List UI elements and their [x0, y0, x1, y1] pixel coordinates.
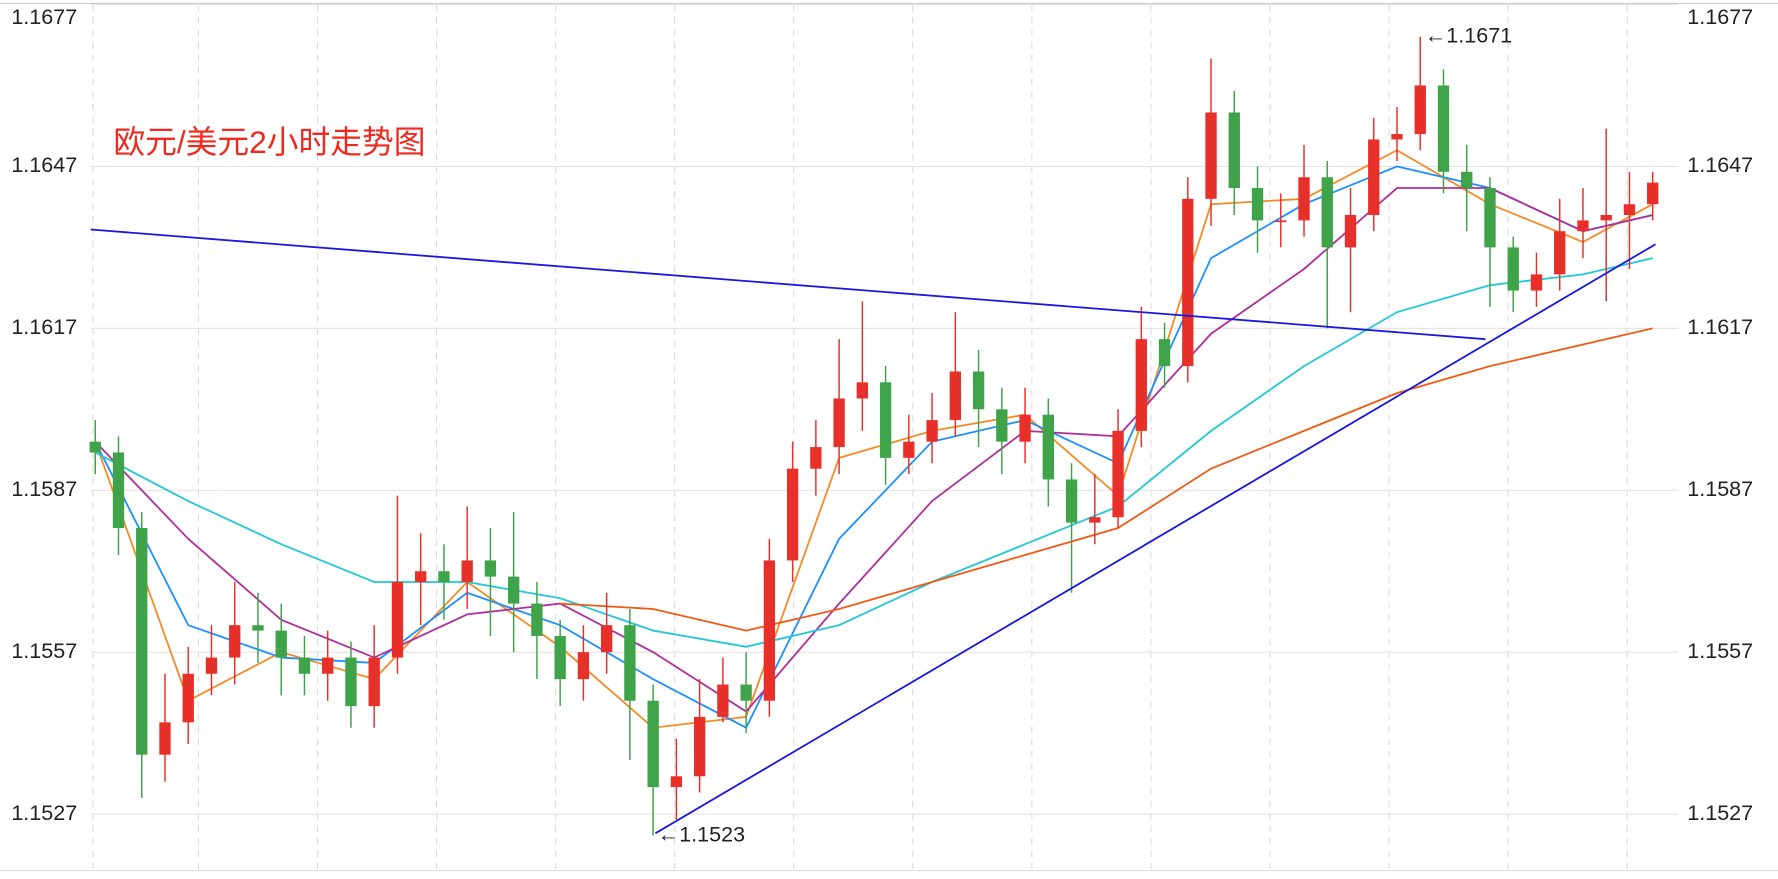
- vertical-grid: [92, 4, 1628, 871]
- candle-body: [1577, 220, 1589, 232]
- candle-body: [624, 625, 636, 701]
- moving-average-line: [94, 257, 1653, 648]
- candle-body: [810, 447, 822, 469]
- candle-body: [229, 625, 241, 658]
- y-tick-label: 1.1617: [11, 315, 77, 339]
- y-tick-label: 1.1527: [11, 801, 77, 825]
- candle-body: [1042, 414, 1054, 480]
- candle-body: [879, 382, 892, 458]
- candle-body: [1600, 215, 1612, 221]
- candle-body: [345, 657, 357, 707]
- candle-body: [322, 657, 334, 674]
- candle-body: [577, 652, 590, 680]
- candle-body: [159, 722, 171, 755]
- candle-body: [1182, 198, 1194, 367]
- labels: 1.1677 1.1677 1.1647 1.1647 1.1617 1.1617 1.15…: [11, 5, 1753, 847]
- candle-body: [1484, 188, 1496, 248]
- candle-body: [996, 409, 1008, 442]
- candle-body: [1344, 215, 1357, 248]
- candle-body: [89, 441, 101, 453]
- y2-tick-label: 1.1677: [1687, 5, 1753, 29]
- candle-body: [484, 560, 497, 577]
- y2-tick-label: 1.1557: [1687, 639, 1753, 663]
- candle-body: [112, 452, 125, 529]
- candle-body: [1275, 220, 1287, 223]
- candle-body: [926, 420, 938, 442]
- candle-body: [1507, 247, 1519, 291]
- candle-body: [1089, 517, 1101, 523]
- chart-title: 欧元/美元2小时走势图: [113, 124, 425, 160]
- candle-body: [903, 441, 915, 458]
- candle-body: [531, 603, 543, 636]
- candle-body: [136, 528, 148, 755]
- candle-body: [670, 776, 683, 788]
- candle-body: [508, 576, 520, 604]
- candle-body: [1065, 479, 1078, 523]
- candle-body: [252, 625, 264, 631]
- moving-average-line: [94, 149, 1654, 729]
- candle-body: [1414, 85, 1426, 135]
- candle-body: [972, 371, 985, 410]
- candle-body: [1461, 171, 1473, 189]
- candle-body: [763, 560, 776, 701]
- annotation: ←1.1523: [658, 822, 745, 846]
- candle-body: [1554, 231, 1566, 275]
- candle-body: [438, 571, 450, 583]
- candle-body: [554, 635, 566, 680]
- moving-average-line: [94, 187, 1653, 713]
- candle-body: [1437, 85, 1450, 172]
- candle-body: [1623, 204, 1636, 216]
- candle-body: [368, 657, 380, 707]
- candle-body: [298, 657, 311, 674]
- y2-tick-label: 1.1527: [1687, 801, 1753, 825]
- candle-body: [1530, 274, 1543, 291]
- candle-body: [1135, 339, 1147, 431]
- y-tick-label: 1.1647: [11, 153, 77, 177]
- moving-averages: [94, 149, 1654, 729]
- candle-body: [1391, 134, 1403, 140]
- moving-average-line: [94, 165, 1653, 729]
- candle-body: [1298, 177, 1310, 221]
- annotation: ←1.1671: [1425, 24, 1512, 48]
- candle-body: [275, 630, 287, 658]
- candles: [89, 36, 1659, 836]
- candle-body: [1321, 177, 1333, 248]
- y2-tick-label: 1.1617: [1687, 315, 1753, 339]
- candle-body: [600, 625, 613, 653]
- candle-body: [856, 382, 869, 399]
- candle-body: [1205, 112, 1217, 199]
- candle-body: [391, 582, 404, 658]
- candle-body: [1228, 112, 1240, 189]
- candle-body: [182, 673, 194, 723]
- candle-body: [1368, 139, 1380, 216]
- trend-line: [90, 228, 1486, 341]
- y-tick-label: 1.1587: [11, 477, 77, 501]
- candle-body: [949, 371, 962, 421]
- candle-body: [1251, 188, 1264, 221]
- y-tick-label: 1.1677: [11, 5, 77, 29]
- candle-body: [786, 468, 799, 561]
- candle-body: [415, 571, 427, 583]
- candle-body: [205, 657, 218, 674]
- y2-tick-label: 1.1647: [1687, 153, 1753, 177]
- y2-tick-label: 1.1587: [1687, 477, 1753, 501]
- candle-body: [717, 684, 729, 717]
- candle-body: [647, 700, 659, 788]
- y-tick-label: 1.1557: [11, 639, 77, 663]
- candle-body: [1112, 430, 1124, 518]
- trend-line: [654, 243, 1656, 835]
- candle-body: [1647, 182, 1659, 205]
- moving-average-line: [560, 327, 1653, 632]
- candle-body: [740, 684, 752, 701]
- candle-body: [833, 398, 845, 448]
- candle-body: [461, 560, 473, 583]
- candle-body: [693, 716, 706, 777]
- candle-body: [1158, 339, 1171, 367]
- candle-body: [1019, 414, 1031, 442]
